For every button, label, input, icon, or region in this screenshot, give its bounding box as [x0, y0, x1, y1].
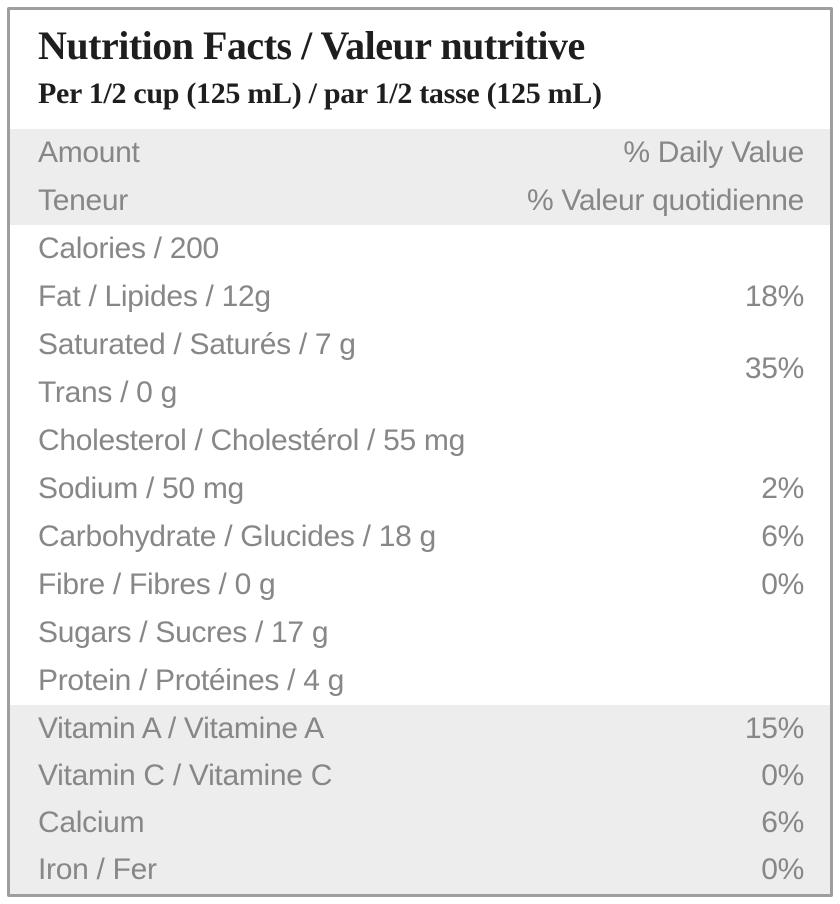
nutrient-label: Saturated / Saturés / 7 g [38, 328, 356, 361]
nutrient-label: Calories / 200 [38, 232, 219, 265]
micronutrient-row-vitamin-a: Vitamin A / Vitamine A 15% [10, 705, 830, 752]
nutrient-daily-value: 0% [761, 852, 804, 886]
daily-value-header-en: % Daily Value [623, 136, 804, 169]
nutrient-daily-value: 2% [761, 472, 804, 505]
nutrient-row-protein: Protein / Protéines / 4 g [10, 657, 830, 705]
nutrient-daily-value: 35% [744, 352, 804, 385]
serving-size: Per 1/2 cup (125 mL) / par 1/2 tasse (12… [38, 77, 602, 110]
nutrient-label: Carbohydrate / Glucides / 18 g [38, 520, 436, 553]
nutrient-label: Trans / 0 g [38, 376, 177, 409]
nutrient-daily-value: 0% [761, 568, 804, 601]
nutrient-row-sugars: Sugars / Sucres / 17 g [10, 609, 830, 657]
daily-value-header-fr: % Valeur quotidienne [527, 184, 804, 217]
nutrient-rows: Calories / 200 Fat / Lipides / 12g 18% S… [10, 225, 830, 705]
nutrient-label: Vitamin C / Vitamine C [38, 758, 333, 792]
nutrient-label: Sugars / Sucres / 17 g [38, 616, 329, 649]
nutrient-daily-value: 6% [761, 520, 804, 553]
micronutrient-row-calcium: Calcium 6% [10, 799, 830, 846]
nutrient-row-sodium: Sodium / 50 mg 2% [10, 465, 830, 513]
amount-header-row-en: Amount % Daily Value [10, 129, 830, 177]
nutrient-row-fibre: Fibre / Fibres / 0 g 0% [10, 561, 830, 609]
nutrient-row-fat: Fat / Lipides / 12g 18% [10, 273, 830, 321]
nutrient-row-cholesterol: Cholesterol / Cholestérol / 55 mg [10, 417, 830, 465]
nutrient-row-calories: Calories / 200 [10, 225, 830, 273]
amount-label-en: Amount [38, 136, 140, 169]
nutrient-label: Sodium / 50 mg [38, 472, 244, 505]
nutrient-label: Fat / Lipides / 12g [38, 280, 271, 313]
label-header: Nutrition Facts / Valeur nutritive Per 1… [10, 10, 830, 129]
nutrient-daily-value: 0% [761, 758, 804, 792]
nutrient-row-carbohydrate: Carbohydrate / Glucides / 18 g 6% [10, 513, 830, 561]
label-title: Nutrition Facts / Valeur nutritive [38, 23, 585, 68]
nutrient-daily-value: 15% [744, 711, 804, 745]
nutrient-daily-value: 6% [761, 805, 804, 839]
saturated-trans-labels: Saturated / Saturés / 7 g Trans / 0 g [38, 321, 356, 417]
amount-header-row-fr: Teneur % Valeur quotidienne [10, 177, 830, 225]
nutrient-label: Protein / Protéines / 4 g [38, 664, 345, 697]
nutrition-facts-label: Nutrition Facts / Valeur nutritive Per 1… [7, 7, 833, 897]
nutrient-row-saturated-trans: Saturated / Saturés / 7 g Trans / 0 g 35… [10, 321, 830, 417]
nutrient-daily-value: 18% [744, 280, 804, 313]
nutrient-label: Iron / Fer [38, 852, 157, 886]
amount-label-fr: Teneur [38, 184, 128, 217]
micronutrient-band: Vitamin A / Vitamine A 15% Vitamin C / V… [10, 705, 830, 894]
nutrient-label: Vitamin A / Vitamine A [38, 711, 324, 745]
nutrient-label: Cholesterol / Cholestérol / 55 mg [38, 424, 465, 457]
nutrient-label: Fibre / Fibres / 0 g [38, 568, 276, 601]
micronutrient-row-iron: Iron / Fer 0% [10, 846, 830, 893]
amount-header-band: Amount % Daily Value Teneur % Valeur quo… [10, 129, 830, 225]
micronutrient-row-vitamin-c: Vitamin C / Vitamine C 0% [10, 752, 830, 799]
nutrient-label: Calcium [38, 805, 145, 839]
